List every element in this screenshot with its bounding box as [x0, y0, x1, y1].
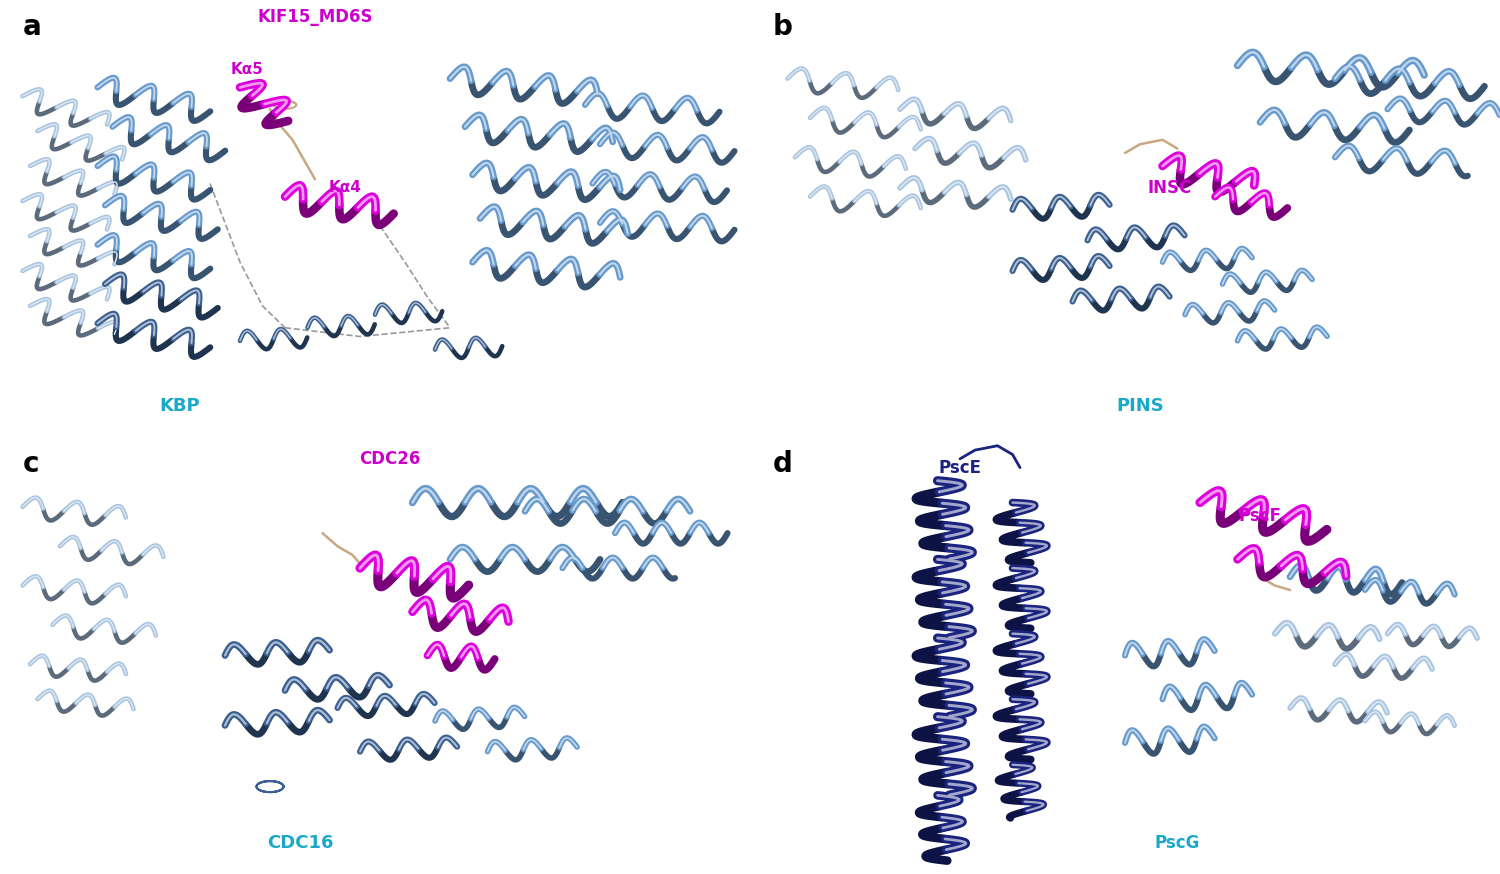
Text: PscF: PscF — [1239, 507, 1281, 524]
Text: KIF15_MD6S: KIF15_MD6S — [258, 9, 372, 26]
Text: CDC16: CDC16 — [267, 835, 333, 852]
Text: CDC26: CDC26 — [360, 450, 420, 468]
Text: c: c — [22, 450, 39, 478]
Text: INSC: INSC — [1148, 179, 1192, 197]
Text: PscG: PscG — [1155, 835, 1200, 852]
Text: PINS: PINS — [1116, 398, 1164, 415]
Text: KBP: KBP — [159, 398, 201, 415]
Text: PscE: PscE — [939, 459, 981, 476]
Text: d: d — [772, 450, 792, 478]
Text: a: a — [22, 13, 42, 41]
Text: Kα4: Kα4 — [328, 180, 362, 196]
Text: b: b — [772, 13, 792, 41]
Text: Kα5: Kα5 — [231, 62, 264, 78]
